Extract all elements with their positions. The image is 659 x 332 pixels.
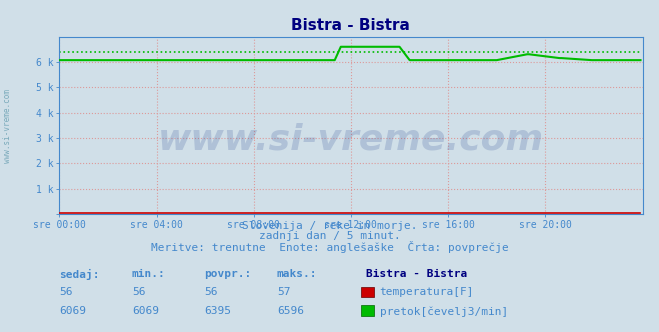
- Text: 56: 56: [204, 287, 217, 297]
- Text: 6069: 6069: [59, 306, 86, 316]
- Text: povpr.:: povpr.:: [204, 269, 252, 279]
- Title: Bistra - Bistra: Bistra - Bistra: [291, 18, 411, 33]
- Text: 57: 57: [277, 287, 290, 297]
- Text: sedaj:: sedaj:: [59, 269, 100, 280]
- Text: temperatura[F]: temperatura[F]: [380, 287, 474, 297]
- Text: 6395: 6395: [204, 306, 231, 316]
- Text: 6596: 6596: [277, 306, 304, 316]
- Text: min.:: min.:: [132, 269, 165, 279]
- Text: zadnji dan / 5 minut.: zadnji dan / 5 minut.: [258, 231, 401, 241]
- Text: Bistra - Bistra: Bistra - Bistra: [366, 269, 467, 279]
- Text: www.si-vreme.com: www.si-vreme.com: [3, 89, 13, 163]
- Text: 56: 56: [59, 287, 72, 297]
- Text: 56: 56: [132, 287, 145, 297]
- Text: Meritve: trenutne  Enote: anglešaške  Črta: povprečje: Meritve: trenutne Enote: anglešaške Črta…: [151, 241, 508, 253]
- Text: maks.:: maks.:: [277, 269, 317, 279]
- Text: pretok[čevelj3/min]: pretok[čevelj3/min]: [380, 306, 508, 317]
- Text: 6069: 6069: [132, 306, 159, 316]
- Text: www.si-vreme.com: www.si-vreme.com: [158, 123, 544, 157]
- Text: Slovenija / reke in morje.: Slovenija / reke in morje.: [242, 221, 417, 231]
